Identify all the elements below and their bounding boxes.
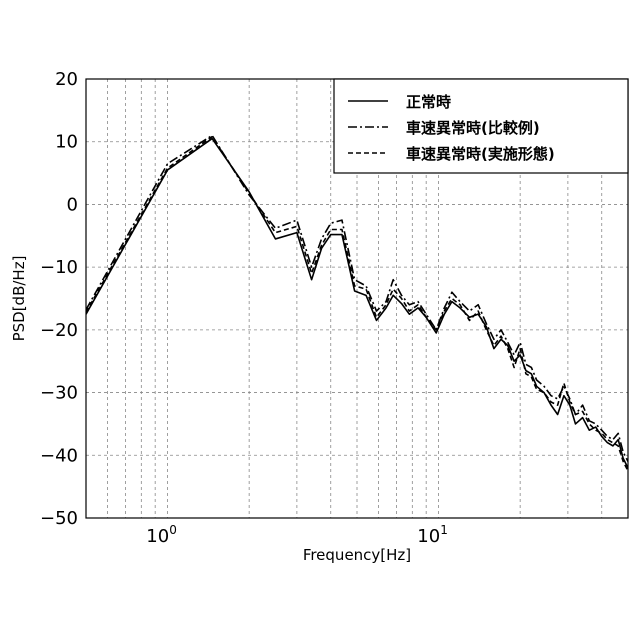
- y-axis-label: PSD[dB/Hz]: [10, 256, 28, 342]
- y-tick-label: −30: [40, 383, 78, 404]
- legend-label: 車速異常時(比較例): [406, 119, 540, 137]
- y-tick-label: 20: [55, 69, 78, 90]
- legend: 正常時車速異常時(比較例) 車速異常時(実施形態): [334, 79, 628, 173]
- y-tick-label: −50: [40, 508, 78, 529]
- y-tick-label: −10: [40, 257, 78, 278]
- legend-label: 正常時: [406, 93, 451, 111]
- y-tick-label: −40: [40, 445, 78, 466]
- y-tick-label: −20: [40, 320, 78, 341]
- y-tick-label: 10: [55, 132, 78, 153]
- x-axis-label: Frequency[Hz]: [303, 546, 411, 564]
- y-tick-label: 0: [67, 194, 78, 215]
- legend-label: 車速異常時(実施形態): [406, 145, 555, 163]
